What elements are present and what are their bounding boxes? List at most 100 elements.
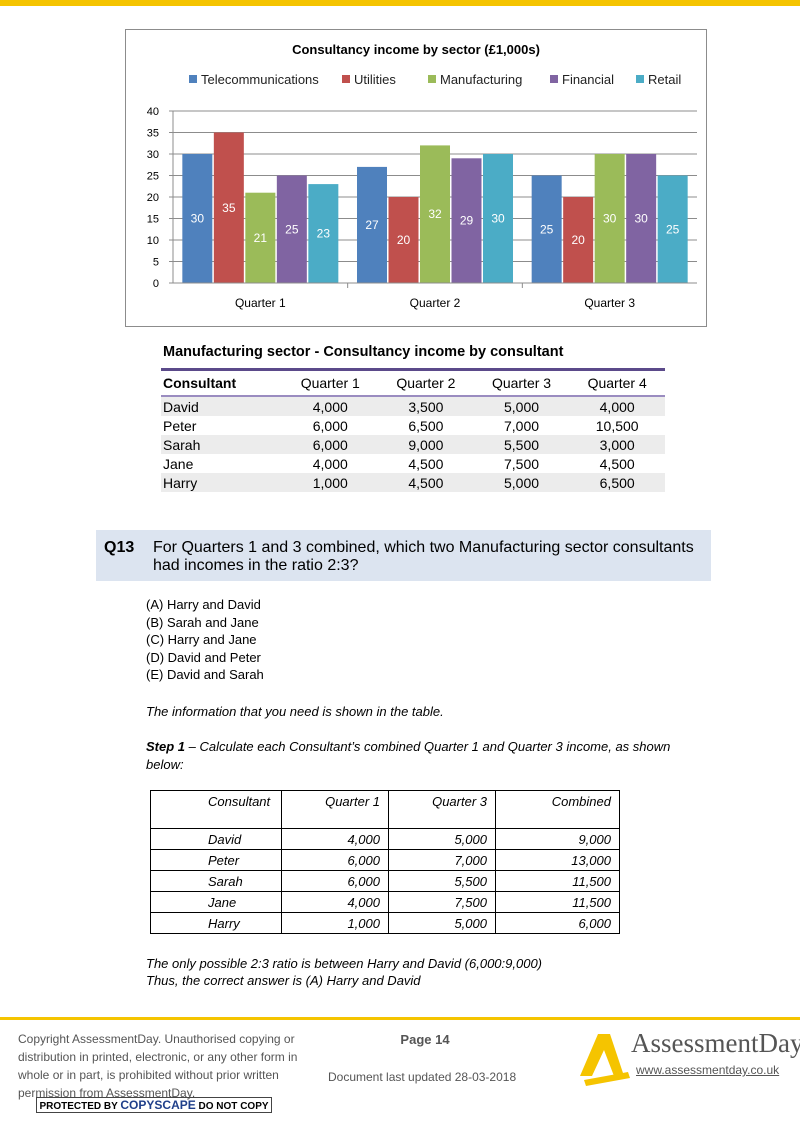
- bar-value-label: 30: [634, 212, 648, 226]
- question-text: For Quarters 1 and 3 combined, which two…: [153, 539, 694, 574]
- table-cell: 5,500: [473, 435, 570, 454]
- table-cell: 10,500: [595, 417, 639, 434]
- column-header: Quarter 4: [587, 375, 647, 391]
- website-link[interactable]: www.assessmentday.co.uk: [636, 1063, 780, 1077]
- column-header: Quarter 2: [396, 375, 456, 391]
- table-cell: 5,500: [388, 870, 496, 892]
- legend-swatch: [550, 75, 558, 83]
- legend-swatch: [342, 75, 350, 83]
- table-cell: 5,000: [388, 828, 496, 850]
- table-cell: 6,500: [569, 473, 665, 492]
- bar: [657, 175, 688, 283]
- explanation-intro: The information that you need is shown i…: [146, 704, 444, 719]
- bar: [213, 132, 244, 283]
- explanation-step-1: Step 1 – Calculate each Consultant’s com…: [146, 738, 706, 773]
- table-row: David 4,000 3,500 5,000 4,000: [161, 396, 665, 416]
- logo-wordmark: AssessmentDay: [631, 1028, 800, 1058]
- table-cell: 6,000: [281, 849, 389, 871]
- bar-value-label: 32: [428, 207, 442, 221]
- legend-label: Manufacturing: [440, 72, 522, 87]
- table-row: Peter 6,000 7,000 13,000: [150, 849, 620, 871]
- manufacturing-table: Consultant Quarter 1 Quarter 2 Quarter 3…: [161, 368, 665, 492]
- x-category-label: Quarter 3: [584, 296, 635, 310]
- bar-value-label: 25: [666, 222, 680, 236]
- y-tick-label: 25: [147, 171, 159, 183]
- bar: [182, 154, 213, 283]
- table-row: Jane 4,000 7,500 11,500: [150, 891, 620, 913]
- bar-value-label: 25: [285, 222, 299, 236]
- table-cell: 5,000: [388, 912, 496, 934]
- chart-title: Consultancy income by sector (£1,000s): [292, 42, 540, 57]
- sector-income-chart: Consultancy income by sector (£1,000s) Te…: [125, 29, 707, 327]
- consultant-name: Harry: [150, 912, 282, 934]
- x-category-label: Quarter 1: [235, 296, 286, 310]
- table-row: Sarah 6,000 9,000 5,500 3,000: [161, 435, 665, 454]
- column-header: Quarter 3: [491, 375, 552, 391]
- table-row: David 4,000 5,000 9,000: [150, 828, 620, 850]
- table-cell: 4,000: [569, 396, 665, 416]
- chart-canvas: Consultancy income by sector (£1,000s) Te…: [147, 42, 697, 310]
- step-label: Step 1: [146, 739, 186, 754]
- table-cell: 7,000: [503, 417, 540, 434]
- bar: [245, 192, 276, 283]
- consultant-name: Sarah: [150, 870, 282, 892]
- table-row: Jane 4,000 4,500 7,500 4,500: [161, 454, 665, 473]
- table-cell: 7,500: [388, 891, 496, 913]
- table-cell: 1,000: [282, 473, 379, 492]
- table-cell: 6,500: [408, 417, 444, 434]
- bar: [483, 154, 513, 283]
- legend-label: Telecommunications: [201, 72, 319, 87]
- option-d: (D) David and Peter: [146, 649, 261, 665]
- bar-value-label: 20: [571, 233, 585, 247]
- bar: [388, 197, 419, 283]
- table-cell: 4,500: [408, 455, 444, 472]
- bar: [594, 154, 625, 283]
- table-cell: 11,500: [495, 870, 620, 892]
- bar-value-label: 27: [365, 218, 379, 232]
- consultant-name: Jane: [163, 455, 194, 472]
- y-tick-label: 20: [147, 192, 159, 204]
- y-tick-label: 35: [147, 128, 159, 140]
- question-box: Q13 For Quarters 1 and 3 combined, which…: [96, 530, 711, 581]
- bar: [531, 175, 562, 283]
- table-row: Sarah 6,000 5,500 11,500: [150, 870, 620, 892]
- copyscape-badge[interactable]: PROTECTED BY COPYSCAPE DO NOT COPY: [36, 1097, 272, 1113]
- table-cell: 6,000: [495, 912, 620, 934]
- table-cell: 4,000: [281, 828, 389, 850]
- y-tick-label: 15: [147, 214, 159, 226]
- conclusion-ratio: The only possible 2:3 ratio is between H…: [146, 956, 542, 971]
- bar: [276, 175, 307, 283]
- assessmentday-logo-icon: [580, 1034, 630, 1086]
- table-cell: 7,000: [388, 849, 496, 871]
- bar: [563, 197, 594, 283]
- page-number: Page 14: [400, 1032, 450, 1047]
- step-text: – Calculate each Consultant’s combined Q…: [146, 739, 671, 772]
- bar-value-label: 21: [254, 231, 268, 245]
- manufacturing-table-panel: Manufacturing sector - Consultancy incom…: [125, 325, 705, 515]
- table-cell: 11,500: [495, 891, 620, 913]
- question-number: Q13: [104, 539, 135, 556]
- y-tick-label: 10: [147, 235, 159, 247]
- column-header: Combined: [495, 790, 620, 829]
- table-cell: 4,000: [312, 455, 348, 472]
- answer-options: (A) Harry and David (B) Sarah and Jane (…: [146, 596, 264, 684]
- bar: [357, 166, 387, 283]
- table-cell: 4,500: [599, 455, 635, 472]
- column-header: Quarter 1: [281, 790, 389, 829]
- legend-label: Retail: [648, 72, 681, 87]
- table-row: Peter 6,000 6,500 7,000 10,500: [161, 416, 665, 435]
- option-b: (B) Sarah and Jane: [146, 614, 259, 630]
- consultant-name: Sarah: [161, 435, 283, 454]
- table-cell: 1,000: [281, 912, 389, 934]
- option-e: (E) David and Sarah: [146, 667, 264, 683]
- bar-value-label: 20: [397, 233, 411, 247]
- option-c: (C) Harry and Jane: [146, 632, 257, 648]
- table-cell: 3,000: [569, 435, 665, 454]
- bar-value-label: 23: [317, 227, 331, 241]
- column-header: Consultant: [150, 790, 282, 829]
- legend-label: Financial: [562, 72, 614, 87]
- last-updated: Document last updated 28-03-2018: [328, 1070, 517, 1084]
- bar-value-label: 25: [540, 222, 554, 236]
- bar: [308, 184, 339, 283]
- column-header: Quarter 1: [300, 375, 360, 391]
